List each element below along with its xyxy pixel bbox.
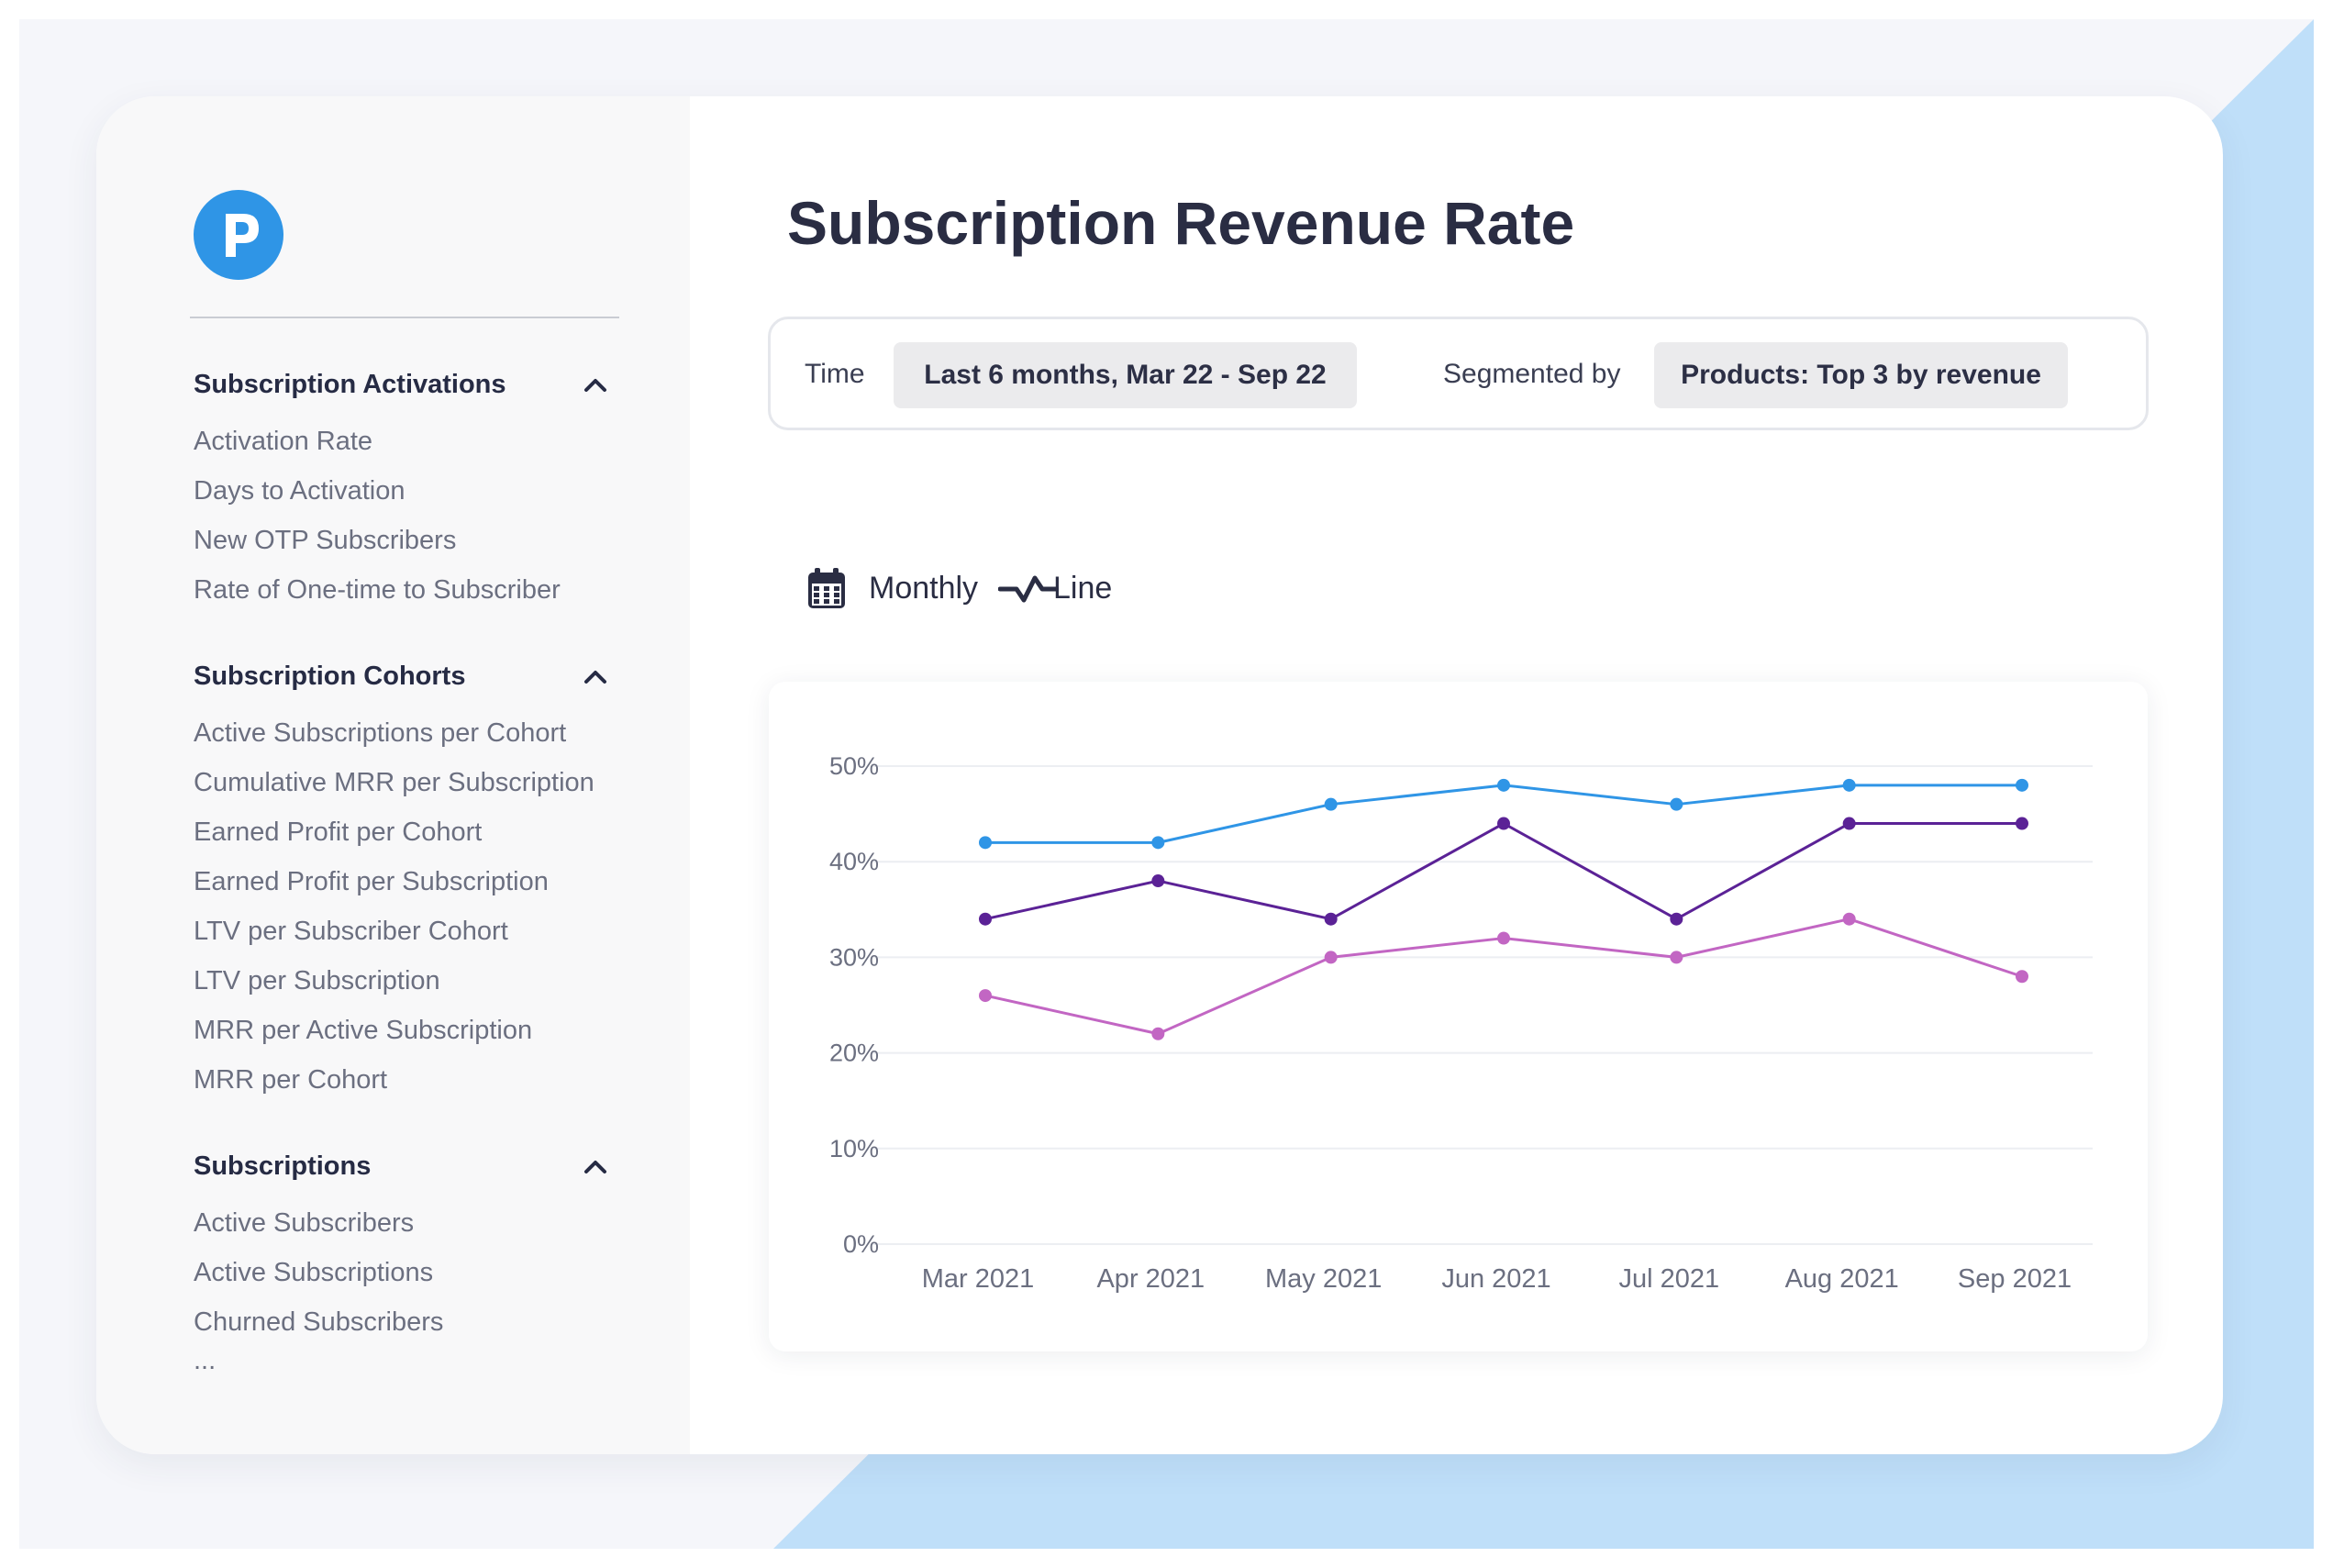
section-title-subscriptions[interactable]: Subscriptions	[194, 1151, 372, 1181]
data-point	[1151, 1027, 1165, 1040]
series-line-0	[985, 784, 2022, 844]
sidebar-divider	[190, 317, 619, 318]
sidebar-item[interactable]: Active Subscriptions per Cohort	[194, 718, 567, 748]
x-tick-label: Mar 2021	[922, 1264, 1035, 1294]
interval-selector[interactable]: Monthly	[869, 571, 979, 606]
chart-card: 0% 10% 20% 30% 40% 50% Mar 2021 Apr 2021 May 202…	[769, 682, 2148, 1351]
sidebar-item[interactable]: Cumulative MRR per Subscription	[194, 768, 594, 797]
data-point	[1670, 951, 1683, 964]
sidebar-item[interactable]: Churned Subscribers	[194, 1307, 444, 1337]
sidebar-item[interactable]: Earned Profit per Subscription	[194, 867, 549, 896]
filter-bar: Time Last 6 months, Mar 22 - Sep 22 Segm…	[768, 317, 2149, 430]
line-chart: 0% 10% 20% 30% 40% 50% Mar 2021 Apr 2021 May 202…	[829, 752, 2093, 1294]
main-content: Subscription Revenue Rate Time Last 6 mo…	[690, 96, 2223, 1454]
data-point	[1842, 817, 1856, 830]
line-chart-icon[interactable]	[998, 573, 1059, 605]
y-tick-label: 30%	[829, 943, 879, 971]
chevron-up-icon[interactable]	[581, 665, 610, 687]
data-point	[1842, 778, 1856, 792]
sidebar-more[interactable]: ...	[194, 1346, 217, 1375]
x-tick-label: Jul 2021	[1619, 1264, 1720, 1294]
y-tick-label: 40%	[829, 848, 879, 875]
data-point	[1497, 817, 1510, 830]
series-line-1	[984, 822, 2022, 921]
sidebar-item[interactable]: New OTP Subscribers	[194, 526, 457, 555]
segment-chip[interactable]: Products: Top 3 by revenue	[1654, 342, 2068, 408]
chart-type-selector[interactable]: Line	[1053, 571, 1113, 606]
x-tick-label: Apr 2021	[1096, 1264, 1205, 1294]
data-point	[979, 989, 992, 1003]
sidebar: Subscription Activations Activation Rate…	[96, 96, 690, 1454]
logo[interactable]	[194, 190, 283, 280]
segmented-by-label: Segmented by	[1443, 359, 1621, 389]
sidebar-item[interactable]: Active Subscriptions	[194, 1258, 434, 1287]
sidebar-item[interactable]: Active Subscribers	[194, 1208, 415, 1238]
x-tick-label: Jun 2021	[1441, 1264, 1550, 1294]
y-tick-label: 50%	[829, 752, 879, 780]
sidebar-item[interactable]: LTV per Subscription	[194, 966, 440, 995]
data-point	[1670, 912, 1683, 926]
y-tick-label: 10%	[829, 1135, 879, 1162]
data-point	[1670, 797, 1683, 811]
calendar-icon[interactable]	[806, 566, 847, 610]
data-point	[1151, 874, 1165, 888]
time-range-chip[interactable]: Last 6 months, Mar 22 - Sep 22	[894, 342, 1357, 408]
data-point	[1497, 931, 1510, 945]
y-tick-label: 20%	[829, 1040, 879, 1067]
data-point	[2016, 970, 2028, 984]
sidebar-item[interactable]: MRR per Cohort	[194, 1065, 388, 1095]
data-point	[979, 836, 992, 850]
data-point	[1842, 912, 1856, 926]
logo-p-icon	[226, 214, 259, 257]
data-point	[2016, 778, 2028, 792]
sidebar-item[interactable]: Activation Rate	[194, 427, 373, 456]
sidebar-item[interactable]: MRR per Active Subscription	[194, 1016, 533, 1045]
sidebar-item[interactable]: Earned Profit per Cohort	[194, 817, 483, 847]
data-point	[1151, 836, 1165, 850]
data-point	[1324, 951, 1338, 964]
sidebar-item[interactable]: LTV per Subscriber Cohort	[194, 917, 508, 946]
data-point	[979, 912, 992, 926]
section-title-subscription-activations[interactable]: Subscription Activations	[194, 370, 506, 399]
y-tick-label: 0%	[843, 1230, 879, 1258]
time-label: Time	[805, 359, 865, 389]
x-tick-label: May 2021	[1265, 1264, 1382, 1294]
data-point	[1324, 912, 1338, 926]
section-title-subscription-cohorts[interactable]: Subscription Cohorts	[194, 662, 466, 691]
data-point	[2016, 817, 2028, 830]
sidebar-item[interactable]: Days to Activation	[194, 476, 405, 506]
app-window: Subscription Activations Activation Rate…	[96, 96, 2223, 1454]
x-tick-label: Sep 2021	[1958, 1264, 2072, 1294]
chevron-up-icon[interactable]	[581, 1155, 610, 1177]
chevron-up-icon[interactable]	[581, 373, 610, 395]
sidebar-item[interactable]: Rate of One-time to Subscriber	[194, 575, 561, 605]
page-title: Subscription Revenue Rate	[787, 189, 1575, 257]
data-point	[1324, 797, 1338, 811]
x-tick-label: Aug 2021	[1785, 1264, 1899, 1294]
data-point	[1497, 778, 1510, 792]
